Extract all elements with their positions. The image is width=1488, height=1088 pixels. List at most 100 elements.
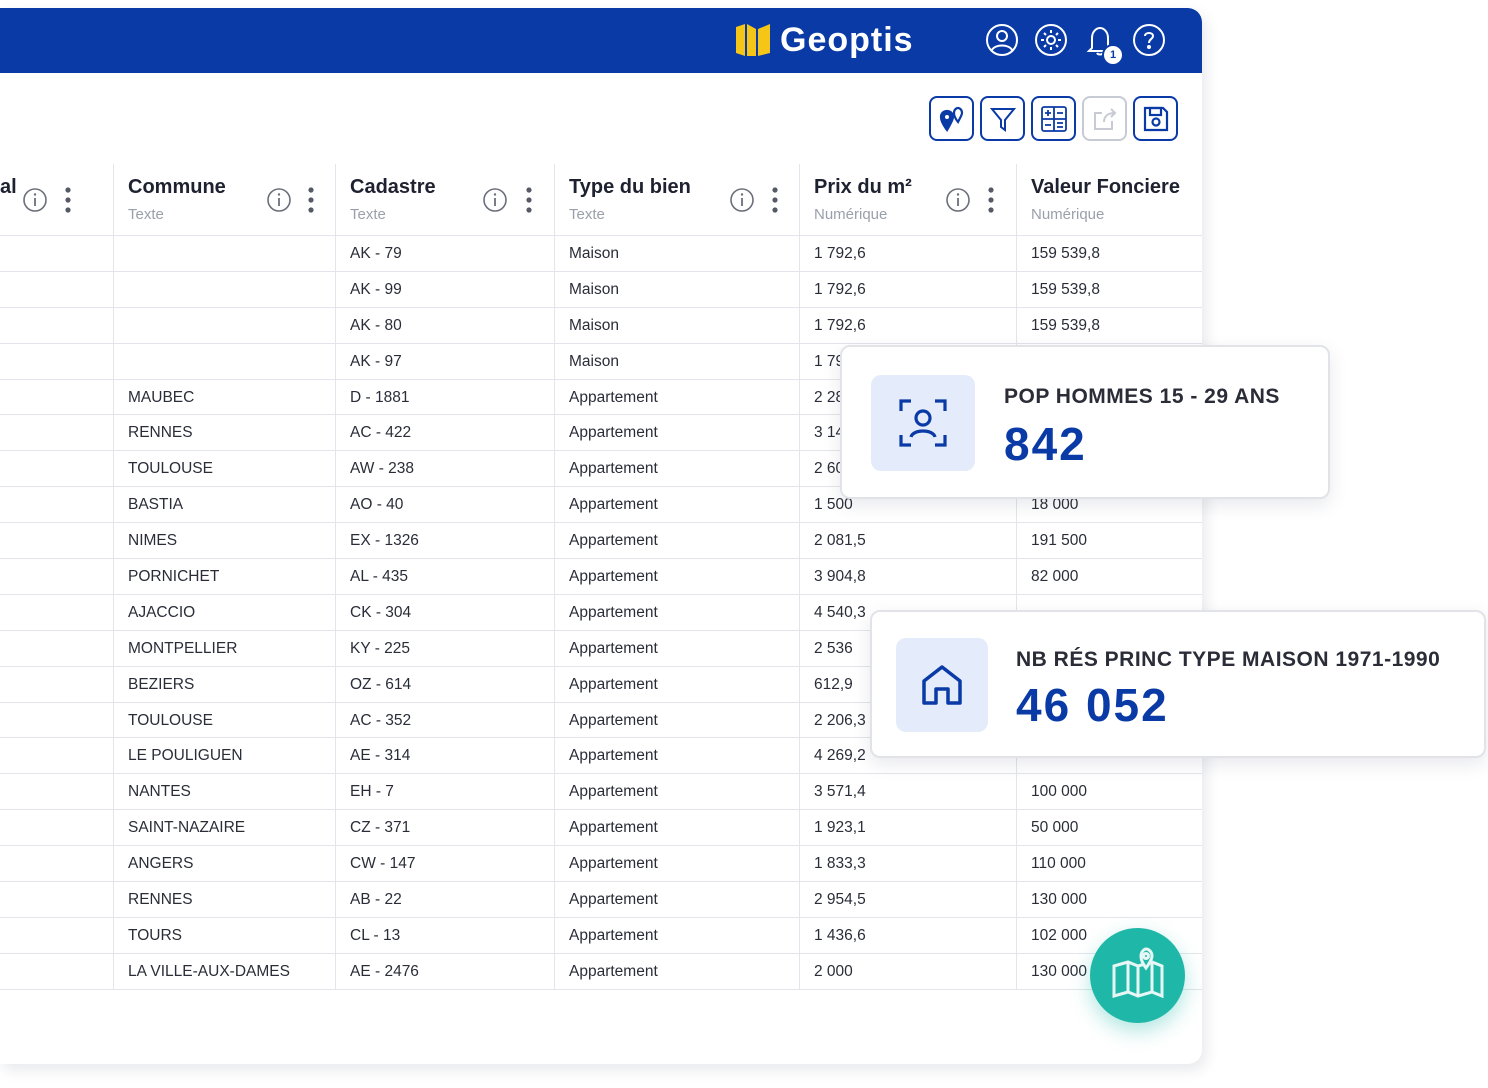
table-row[interactable]: MAUBEC D - 1881 Appartement 2 28	[0, 379, 1202, 416]
table-cell	[0, 594, 114, 631]
person-scan-icon	[899, 399, 947, 447]
user-icon[interactable]	[984, 22, 1020, 58]
table-row[interactable]: PORNICHET AL - 435 Appartement 3 904,8 82 00…	[0, 559, 1202, 595]
calculator-button[interactable]	[1031, 96, 1076, 141]
table-cell	[0, 882, 114, 918]
column-header[interactable]: Type du bien Texte	[555, 164, 800, 236]
table-row[interactable]: SAINT-NAZAIRE CZ - 371 Appartement 1 923,1 5…	[0, 810, 1202, 847]
table-row[interactable]: RENNES AB - 22 Appartement 2 954,5 130 000	[0, 882, 1202, 918]
table-cell: 1 792,6	[800, 271, 1017, 308]
geoptis-logo-icon	[736, 24, 770, 56]
table-cell: 1 833,3	[800, 846, 1017, 883]
table-row[interactable]: TOULOUSE AW - 238 Appartement 2 60	[0, 451, 1202, 488]
table-cell: AE - 2476	[336, 953, 555, 990]
table-row[interactable]: NIMES EX - 1326 Appartement 2 081,5 191 500	[0, 523, 1202, 560]
table-row[interactable]: BEZIERS OZ - 614 Appartement 612,9	[0, 666, 1202, 703]
table-cell	[114, 343, 336, 380]
info-icon[interactable]	[729, 187, 755, 213]
table-cell: CW - 147	[336, 846, 555, 883]
table-row[interactable]: AK - 80 Maison 1 792,6 159 539,8	[0, 307, 1202, 344]
table-cell	[0, 523, 114, 560]
table-cell: BEZIERS	[114, 666, 336, 703]
column-header[interactable]: Commune Texte	[114, 164, 336, 236]
map-view-button[interactable]	[1090, 928, 1185, 1023]
table-cell	[0, 810, 114, 847]
table-row[interactable]: AJACCIO CK - 304 Appartement 4 540,3	[0, 594, 1202, 631]
table-row[interactable]: RENNES AC - 422 Appartement 3 14	[0, 415, 1202, 452]
brand[interactable]: Geoptis	[734, 18, 914, 62]
table-cell: 1 436,6	[800, 917, 1017, 954]
top-icons: 1	[984, 22, 1180, 66]
more-vertical-icon[interactable]	[64, 186, 72, 214]
notification-badge: 1	[1102, 44, 1124, 66]
notifications-icon[interactable]: 1	[1082, 22, 1124, 66]
table-cell: Appartement	[555, 559, 800, 595]
table-cell: BASTIA	[114, 487, 336, 524]
table-cell: 50 000	[1017, 810, 1202, 846]
table-row[interactable]: ANGERS CW - 147 Appartement 1 833,3 110 000	[0, 846, 1202, 883]
table-cell: Appartement	[555, 487, 800, 524]
column-header[interactable]: Prix du m² Numérique	[800, 164, 1017, 236]
table-cell: 3 571,4	[800, 774, 1017, 811]
column-header[interactable]: al	[0, 164, 114, 236]
table-cell: 1 500	[800, 487, 1017, 524]
table-row[interactable]: TOURS CL - 13 Appartement 1 436,6 102 000	[0, 917, 1202, 954]
table-cell: NANTES	[114, 774, 336, 811]
table-cell: AC - 352	[336, 702, 555, 739]
more-vertical-icon[interactable]	[525, 186, 533, 214]
table-cell: TOULOUSE	[114, 702, 336, 739]
column-title: Commune	[128, 176, 226, 198]
table-row[interactable]: LE POULIGUEN AE - 314 Appartement 4 269,2	[0, 738, 1202, 775]
table-cell: 191 500	[1017, 523, 1202, 559]
column-title: Valeur Fonciere	[1031, 176, 1180, 198]
column-title: Type du bien	[569, 176, 691, 198]
table-row[interactable]: BASTIA AO - 40 Appartement 1 500 18 000	[0, 487, 1202, 524]
card-icon-box	[871, 375, 975, 471]
table-row[interactable]: NANTES EH - 7 Appartement 3 571,4 100 000	[0, 774, 1202, 811]
table-cell: Appartement	[555, 594, 800, 631]
table-cell: Appartement	[555, 774, 800, 811]
more-vertical-icon[interactable]	[771, 186, 779, 214]
stat-card-res-princ: NB RÉS PRINC TYPE MAISON 1971-1990 46 05…	[870, 610, 1486, 758]
table-row[interactable]: MONTPELLIER KY - 225 Appartement 2 536	[0, 630, 1202, 667]
table-cell: AL - 435	[336, 559, 555, 595]
table-cell: 159 539,8	[1017, 308, 1202, 344]
table-cell: Appartement	[555, 738, 800, 775]
table-cell: 2 954,5	[800, 882, 1017, 918]
more-vertical-icon[interactable]	[987, 186, 995, 214]
more-vertical-icon[interactable]	[307, 186, 315, 214]
table-cell	[0, 774, 114, 811]
top-bar: Geoptis 1	[0, 8, 1202, 73]
filter-button[interactable]	[980, 96, 1025, 141]
export-button[interactable]	[1082, 96, 1127, 141]
info-icon[interactable]	[945, 187, 971, 213]
table-cell	[0, 846, 114, 883]
table-row[interactable]: LA VILLE-AUX-DAMES AE - 2476 Appartement 2 …	[0, 953, 1202, 990]
table-cell: AB - 22	[336, 882, 555, 918]
table-row[interactable]: AK - 79 Maison 1 792,6 159 539,8	[0, 236, 1202, 272]
info-icon[interactable]	[22, 187, 48, 213]
column-type: Texte	[128, 206, 164, 223]
map-icon	[1112, 946, 1163, 998]
info-icon[interactable]	[482, 187, 508, 213]
table-cell: 1 792,6	[800, 236, 1017, 272]
table-row[interactable]: TOULOUSE AC - 352 Appartement 2 206,3	[0, 702, 1202, 739]
save-button[interactable]	[1133, 96, 1178, 141]
table-cell: SAINT-NAZAIRE	[114, 810, 336, 847]
table-cell: PORNICHET	[114, 559, 336, 595]
help-icon[interactable]	[1131, 22, 1167, 58]
table-cell	[0, 630, 114, 667]
table-row[interactable]: AK - 99 Maison 1 792,6 159 539,8	[0, 271, 1202, 308]
column-header[interactable]: Cadastre Texte	[336, 164, 555, 236]
settings-icon[interactable]	[1033, 22, 1069, 58]
table-cell: NIMES	[114, 523, 336, 560]
table-cell: 3 904,8	[800, 559, 1017, 595]
table-cell	[0, 271, 114, 308]
table-cell: 2 000	[800, 953, 1017, 990]
column-header[interactable]: Valeur Fonciere Numérique	[1017, 164, 1202, 236]
table-cell: Appartement	[555, 846, 800, 883]
table-cell: 110 000	[1017, 846, 1202, 882]
toolbar	[929, 96, 1184, 141]
map-pin-button[interactable]	[929, 96, 974, 141]
info-icon[interactable]	[266, 187, 292, 213]
